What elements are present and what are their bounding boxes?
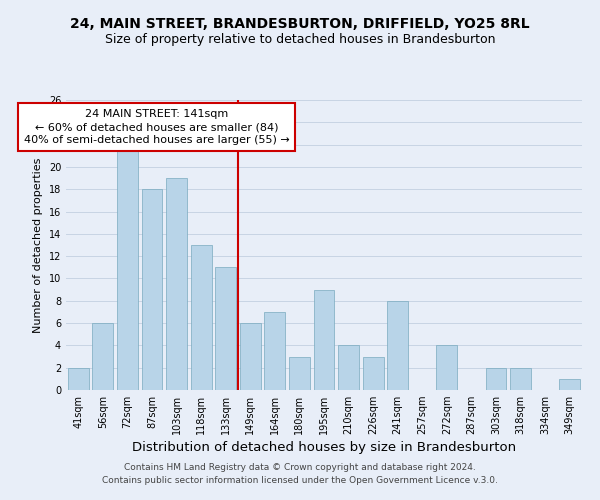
- Text: Contains HM Land Registry data © Crown copyright and database right 2024.: Contains HM Land Registry data © Crown c…: [124, 464, 476, 472]
- X-axis label: Distribution of detached houses by size in Brandesburton: Distribution of detached houses by size …: [132, 442, 516, 454]
- Bar: [142, 189, 163, 390]
- Y-axis label: Number of detached properties: Number of detached properties: [33, 158, 43, 332]
- Bar: [289, 356, 310, 390]
- Text: 24, MAIN STREET, BRANDESBURTON, DRIFFIELD, YO25 8RL: 24, MAIN STREET, BRANDESBURTON, DRIFFIEL…: [70, 18, 530, 32]
- Bar: [314, 290, 334, 390]
- Bar: [265, 312, 286, 390]
- Bar: [559, 379, 580, 390]
- Bar: [387, 301, 408, 390]
- Bar: [166, 178, 187, 390]
- Bar: [215, 268, 236, 390]
- Bar: [338, 346, 359, 390]
- Text: Size of property relative to detached houses in Brandesburton: Size of property relative to detached ho…: [105, 32, 495, 46]
- Bar: [436, 346, 457, 390]
- Bar: [362, 356, 383, 390]
- Bar: [485, 368, 506, 390]
- Bar: [240, 323, 261, 390]
- Bar: [191, 245, 212, 390]
- Bar: [92, 323, 113, 390]
- Bar: [68, 368, 89, 390]
- Text: Contains public sector information licensed under the Open Government Licence v.: Contains public sector information licen…: [102, 476, 498, 485]
- Bar: [510, 368, 531, 390]
- Bar: [117, 144, 138, 390]
- Text: 24 MAIN STREET: 141sqm
← 60% of detached houses are smaller (84)
40% of semi-det: 24 MAIN STREET: 141sqm ← 60% of detached…: [24, 109, 290, 146]
